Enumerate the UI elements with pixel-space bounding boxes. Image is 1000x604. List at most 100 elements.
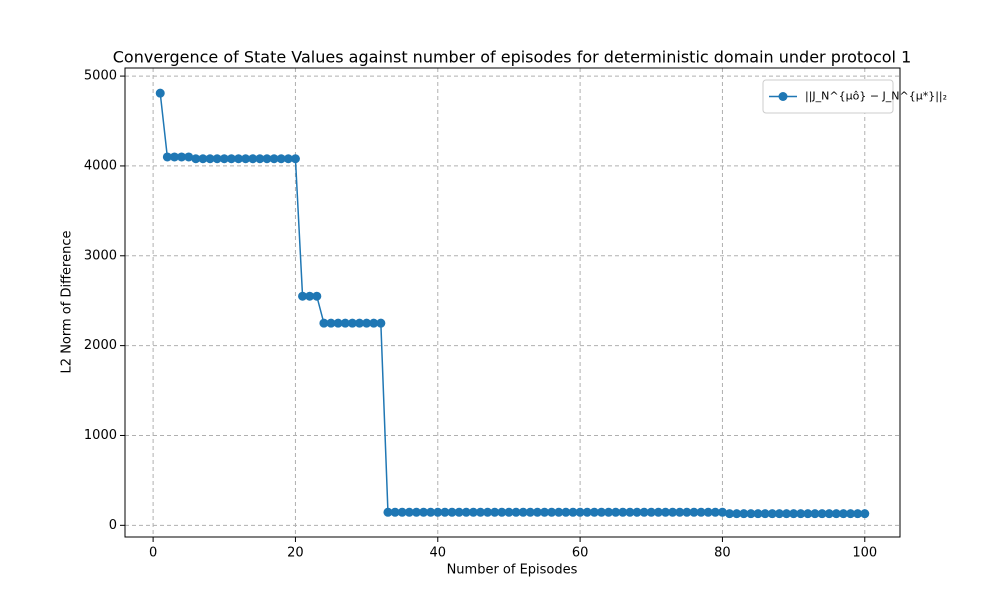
y-tick-label: 5000 (84, 69, 117, 84)
legend-label: ||J_N^{μô} − J_N^{μ*}||₂ (805, 90, 947, 103)
data-point (169, 152, 179, 162)
data-point (276, 154, 286, 164)
data-point (838, 509, 848, 519)
data-point (547, 507, 557, 517)
data-point (817, 509, 827, 519)
data-point (860, 509, 870, 519)
data-point (241, 154, 251, 164)
y-tick-label: 2000 (84, 338, 117, 353)
data-point (383, 507, 393, 517)
data-point (319, 318, 329, 328)
plot-frame (124, 67, 901, 538)
data-point (404, 507, 414, 517)
x-tick-label: 80 (714, 546, 731, 561)
y-tick-label: 3000 (84, 248, 117, 263)
data-point (554, 507, 564, 517)
data-point (362, 318, 372, 328)
x-tick-label: 20 (287, 546, 304, 561)
data-point (426, 507, 436, 517)
data-point (682, 507, 692, 517)
data-point (625, 507, 635, 517)
data-point (226, 154, 236, 164)
data-point (397, 507, 407, 517)
data-point (703, 507, 713, 517)
data-point (604, 507, 614, 517)
data-point (376, 318, 386, 328)
data-point (689, 507, 699, 517)
data-point (390, 507, 400, 517)
data-point (518, 507, 528, 517)
legend-box (762, 79, 894, 114)
data-point (831, 509, 841, 519)
data-point (661, 507, 671, 517)
data-point (575, 507, 585, 517)
data-point (767, 509, 777, 519)
data-point (589, 507, 599, 517)
data-point (504, 507, 514, 517)
data-point (561, 507, 571, 517)
data-point (774, 509, 784, 519)
data-point (290, 154, 300, 164)
x-axis-label: Number of Episodes (447, 563, 578, 578)
data-point (668, 507, 678, 517)
data-point (596, 507, 606, 517)
data-point (618, 507, 628, 517)
data-point (468, 507, 478, 517)
data-point (803, 509, 813, 519)
data-point (646, 507, 656, 517)
data-point (810, 509, 820, 519)
data-point (283, 154, 293, 164)
data-point (796, 509, 806, 519)
data-point (582, 507, 592, 517)
data-point (461, 507, 471, 517)
data-point (162, 152, 172, 162)
data-point (262, 154, 272, 164)
y-tick-label: 4000 (84, 158, 117, 173)
data-point (347, 318, 357, 328)
data-point (710, 507, 720, 517)
data-point (725, 509, 735, 519)
data-point (675, 507, 685, 517)
data-point (177, 152, 187, 162)
data-point (739, 509, 749, 519)
data-point (234, 154, 244, 164)
y-tick-label: 1000 (84, 428, 117, 443)
data-point (717, 507, 727, 517)
data-point (789, 509, 799, 519)
y-tick-label: 0 (109, 518, 117, 533)
data-point (269, 154, 279, 164)
data-point (781, 509, 791, 519)
data-point (540, 507, 550, 517)
chart-title: Convergence of State Values against numb… (113, 48, 912, 67)
data-point (853, 509, 863, 519)
data-point (611, 507, 621, 517)
data-point (326, 318, 336, 328)
data-point (369, 318, 379, 328)
data-point (155, 88, 165, 98)
data-point (419, 507, 429, 517)
data-point (440, 507, 450, 517)
data-point (497, 507, 507, 517)
data-point (824, 509, 834, 519)
x-tick-label: 0 (149, 546, 157, 561)
data-point (354, 318, 364, 328)
y-axis-label: L2 Norm of Difference (60, 231, 75, 374)
data-point (248, 154, 258, 164)
data-point (255, 154, 265, 164)
data-point (746, 509, 756, 519)
data-point (696, 507, 706, 517)
data-point (340, 318, 350, 328)
data-point (433, 507, 443, 517)
data-point (732, 509, 742, 519)
data-point (212, 154, 222, 164)
data-point (753, 509, 763, 519)
data-point (760, 509, 770, 519)
x-tick-label: 40 (430, 546, 447, 561)
data-point (639, 507, 649, 517)
data-point (205, 154, 215, 164)
data-point (568, 507, 578, 517)
data-point (184, 152, 194, 162)
data-point (191, 154, 201, 164)
data-point (454, 507, 464, 517)
